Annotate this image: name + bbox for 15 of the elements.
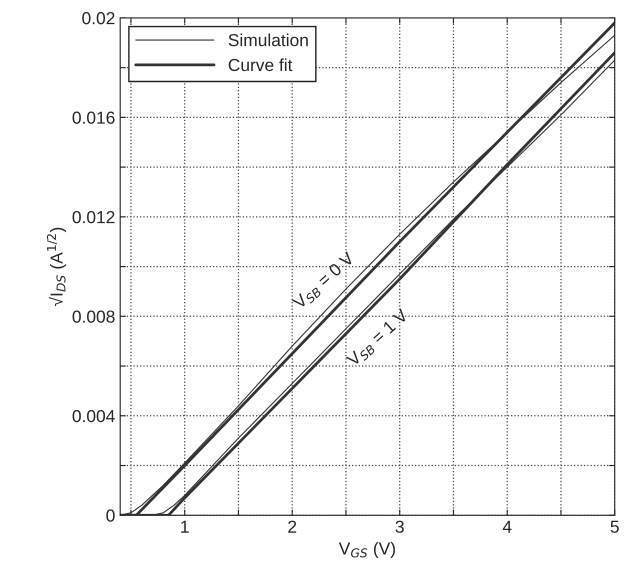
x-tick-label: 4 — [502, 520, 512, 533]
y-tick-label: 0.008 — [72, 310, 115, 323]
y-tick-label: 0.02 — [82, 12, 114, 24]
x-tick-label: 2 — [288, 520, 296, 533]
x-axis-title: V$_{GS}$ (V) — [338, 542, 395, 558]
legend-label: Curve fit — [228, 58, 292, 72]
x-tick-label: 3 — [396, 520, 404, 533]
y-tick-label: 0 — [106, 509, 115, 522]
legend-label: Simulation — [228, 34, 308, 46]
y-axis-title: √I$_{DS}$ (A$^{1/2}$) — [46, 228, 66, 306]
y-tick-label: 0.012 — [72, 211, 114, 224]
x-tick-label: 1 — [181, 520, 189, 533]
y-tick-label: 0.004 — [72, 410, 115, 422]
y-tick-label: 0.016 — [72, 112, 115, 124]
x-tick-label: 5 — [610, 520, 619, 533]
